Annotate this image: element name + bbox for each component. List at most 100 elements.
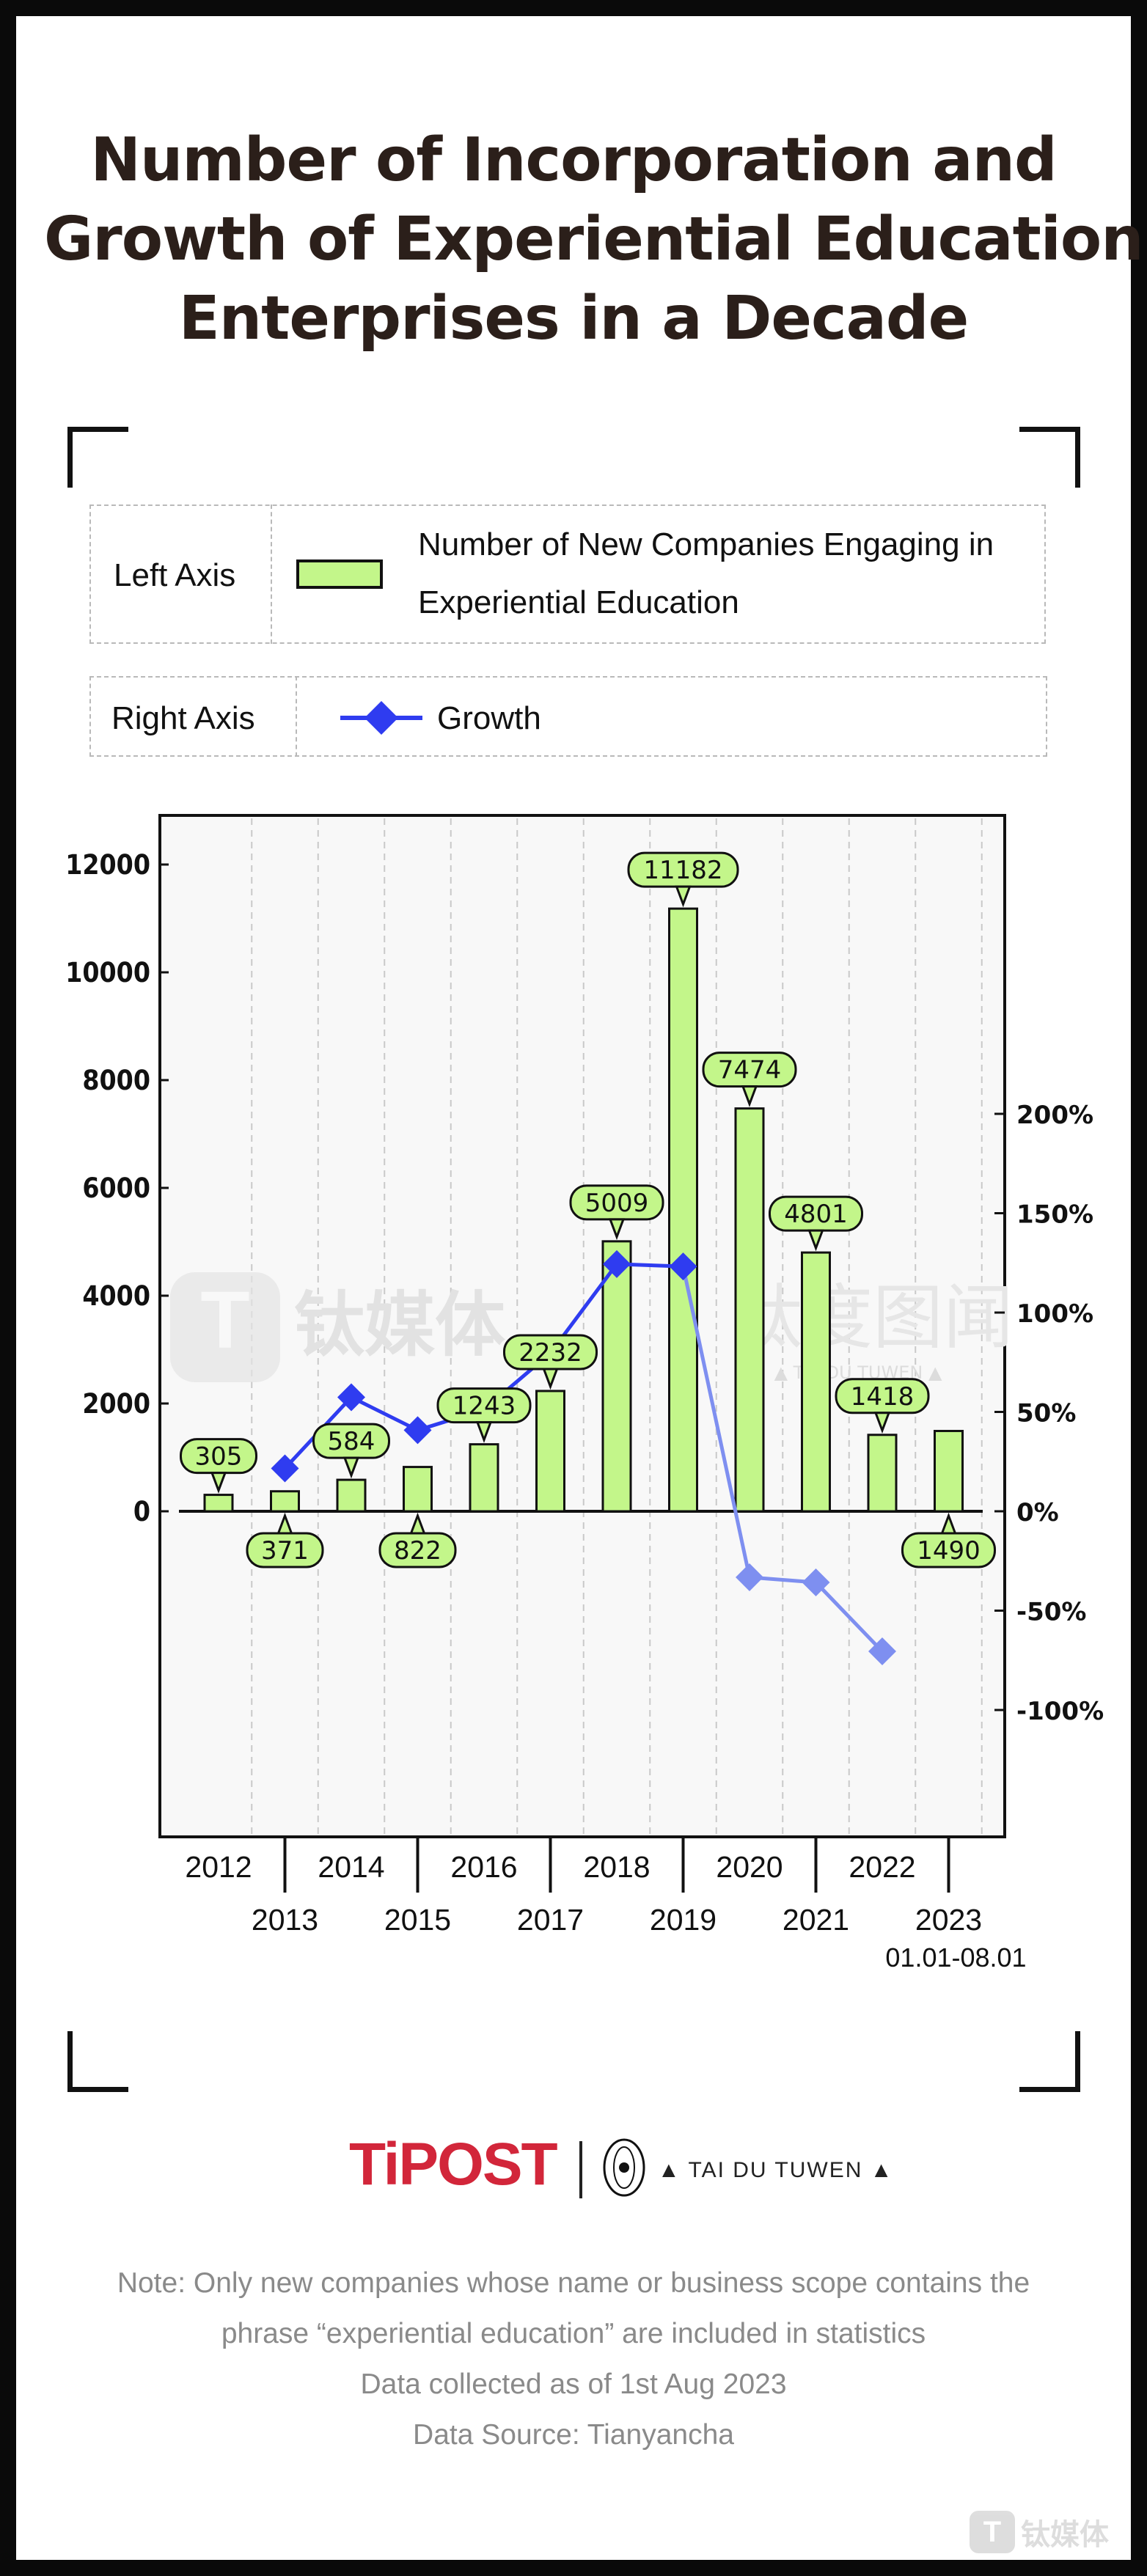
legend-right-divider [296, 676, 297, 757]
legend-line-marker [340, 701, 422, 735]
bar-value-label-pointer [807, 1229, 824, 1252]
bar-value-label-text: 1418 [851, 1382, 915, 1412]
legend-line-label: Growth [437, 700, 541, 736]
left-axis-tick-label: 10000 [65, 957, 150, 988]
bar-value-label-text: 11182 [643, 856, 722, 885]
bar-value-label-pointer [210, 1472, 227, 1494]
left-axis-tick-label: 6000 [82, 1173, 150, 1204]
bar-value-label-pointer [276, 1512, 293, 1535]
watermark-text-right: 钛度图闻 [732, 1277, 1014, 1359]
right-axis-tick-label: 50% [1016, 1399, 1076, 1428]
right-axis-tick-label: -50% [1016, 1598, 1087, 1627]
logo-divider [579, 2141, 582, 2198]
growth-marker [669, 1252, 697, 1281]
bar [535, 1390, 565, 1513]
bar-value-label: 305 [180, 1438, 257, 1494]
legend-bar-swatch [296, 559, 383, 589]
x-axis-category-label: 2023 [915, 1903, 982, 1937]
note-line-1: Note: Only new companies whose name or b… [117, 2267, 1030, 2299]
corner-bracket-top-left [67, 427, 128, 488]
right-axis-tick-label: 0% [1016, 1498, 1059, 1527]
x-axis-category-label: 2022 [849, 1850, 915, 1884]
title-line-2: Growth of Experiential Education [44, 205, 1144, 274]
bar-value-label-text: 305 [195, 1442, 243, 1472]
bar-value-label: 371 [246, 1512, 324, 1568]
bar-value-label-pointer [940, 1512, 957, 1535]
x-axis-category-label: 2013 [252, 1903, 318, 1937]
bar-value-label-pointer [342, 1456, 360, 1479]
right-axis-tick-label: 100% [1016, 1299, 1093, 1329]
bar-value-label-pointer [608, 1218, 626, 1241]
x-axis-category-label: 2021 [783, 1903, 849, 1937]
left-axis-tick-label: 4000 [82, 1280, 150, 1312]
bar-value-label: 2232 [503, 1334, 598, 1390]
bar [270, 1490, 300, 1513]
growth-marker [403, 1416, 432, 1445]
note-line-2: phrase “experiential education” are incl… [221, 2318, 926, 2349]
right-axis-tick-label: -100% [1016, 1697, 1104, 1726]
bar-value-label-text: 4801 [784, 1200, 848, 1229]
growth-marker [802, 1568, 830, 1597]
bar-value-label-text: 2232 [518, 1338, 582, 1368]
chart-title: Number of Incorporation and Growth of Ex… [44, 121, 1144, 359]
legend-bar-label-line1: Number of New Companies Engaging in [418, 526, 994, 562]
corner-watermark-text: 钛媒体 [1021, 2518, 1109, 2552]
x-axis-category-label: 2019 [650, 1903, 717, 1937]
title-line-3: Enterprises in a Decade [178, 284, 970, 353]
left-axis-tick-label: 12000 [65, 849, 150, 881]
bar [469, 1443, 499, 1513]
legend-left-axis [89, 504, 1046, 644]
left-axis-tick-label: 0 [133, 1496, 150, 1527]
bar [734, 1107, 765, 1513]
bar-value-label-pointer [409, 1512, 426, 1535]
watermark-text-left: 钛媒体 [294, 1284, 505, 1366]
growth-marker [736, 1563, 763, 1591]
bar-value-label-text: 5009 [585, 1189, 649, 1218]
legend-right-axis-label: Right Axis [111, 700, 255, 736]
taidu-sub-logo: ▲ TAI DU TUWEN ▲ [658, 2158, 894, 2182]
tipost-logo: TiPOST [349, 2131, 558, 2198]
bar-value-label: 4801 [769, 1195, 863, 1252]
x-axis-category-label: 2015 [384, 1903, 451, 1937]
plot-area [158, 814, 1006, 1838]
taidu-emblem-icon [603, 2138, 645, 2197]
bar [801, 1251, 831, 1513]
watermark-logo-box [170, 1272, 280, 1382]
legend-left-divider [271, 504, 272, 644]
growth-line-segment [350, 1395, 419, 1432]
bar-value-label-pointer [542, 1368, 559, 1390]
bar-value-label-text: 371 [261, 1536, 309, 1566]
growth-marker [337, 1383, 365, 1412]
bar [403, 1466, 433, 1513]
x-axis-category-label: 2012 [185, 1850, 252, 1884]
bar-value-label: 584 [312, 1423, 390, 1479]
left-axis-tick-label: 8000 [82, 1065, 150, 1096]
growth-marker [868, 1637, 896, 1666]
legend-bar-label-line2: Experiential Education [418, 584, 739, 620]
bar [203, 1494, 234, 1513]
bar-value-label-text: 822 [394, 1536, 441, 1566]
bar-value-label: 1418 [835, 1378, 930, 1434]
x-axis-category-label: 2018 [583, 1850, 650, 1884]
growth-marker [603, 1250, 631, 1278]
data-source: Data Source: Tianyancha [413, 2419, 734, 2451]
x-axis-category-label: 2017 [517, 1903, 584, 1937]
bar-value-label-text: 7474 [718, 1056, 782, 1085]
legend-left-axis-label: Left Axis [114, 557, 236, 593]
x-axis-category-label: 2014 [318, 1850, 384, 1884]
corner-bracket-bottom-right [1019, 2031, 1080, 2092]
bar-value-label-pointer [475, 1421, 493, 1443]
bar-value-label: 11182 [627, 851, 739, 908]
bar-value-label: 5009 [569, 1184, 664, 1241]
bar-value-label-pointer [675, 885, 692, 908]
growth-marker [271, 1454, 299, 1483]
growth-line-segment [681, 1266, 752, 1578]
title-line-1: Number of Incorporation and [90, 125, 1057, 195]
growth-line-segment [814, 1581, 884, 1653]
bar [934, 1429, 964, 1513]
bar-value-label: 7474 [702, 1052, 797, 1107]
right-axis-tick-label: 150% [1016, 1200, 1093, 1230]
corner-bracket-bottom-left [67, 2031, 128, 2092]
bar-value-label-text: 584 [328, 1427, 375, 1456]
corner-bracket-top-right [1019, 427, 1080, 488]
